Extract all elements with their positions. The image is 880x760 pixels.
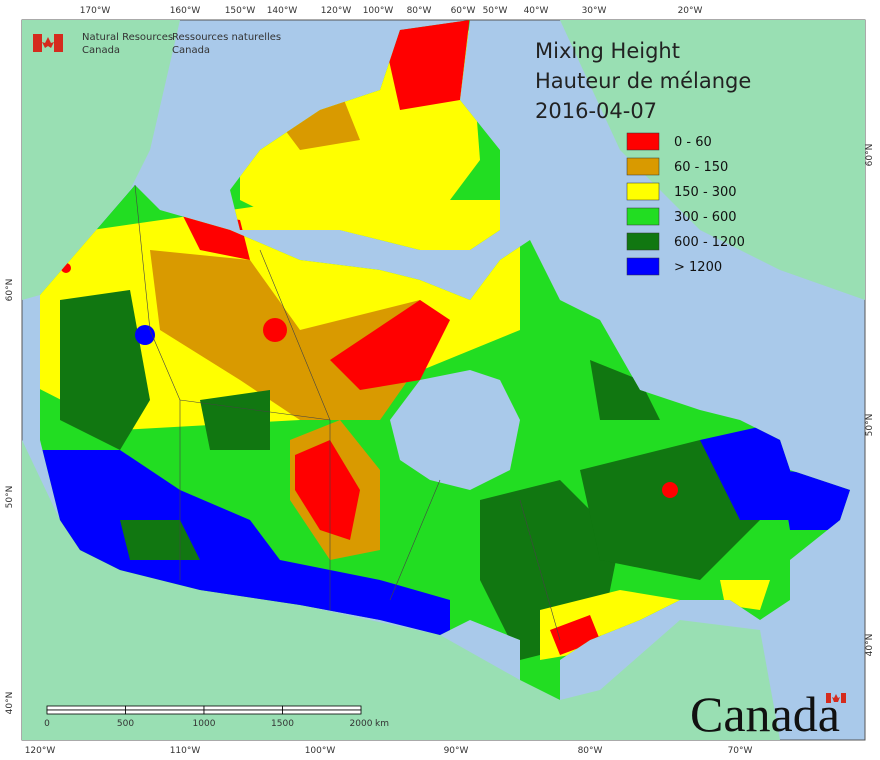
agency-en: Natural Resources bbox=[82, 32, 173, 43]
latitude-label: 60°N bbox=[5, 279, 15, 302]
legend-label: 0 - 60 bbox=[674, 135, 712, 150]
longitude-label: 120°W bbox=[321, 6, 352, 16]
latitude-label: 40°N bbox=[5, 692, 15, 715]
longitude-label: 80°W bbox=[407, 6, 432, 16]
scale-label: 500 bbox=[117, 719, 134, 729]
legend-swatch bbox=[626, 132, 660, 151]
latitude-label: 60°N bbox=[865, 144, 875, 167]
longitude-label: 120°W bbox=[25, 746, 56, 756]
legend-label: 150 - 300 bbox=[674, 185, 737, 200]
wordmark: Canada bbox=[690, 686, 840, 742]
hudson-bay bbox=[390, 370, 520, 490]
usa bbox=[22, 440, 780, 740]
longitude-label: 150°W bbox=[225, 6, 256, 16]
scale-segment bbox=[125, 709, 205, 715]
agency-fr: Ressources naturelles bbox=[172, 32, 281, 43]
longitude-label: 100°W bbox=[363, 6, 394, 16]
logo bbox=[33, 34, 63, 52]
title: Mixing Height bbox=[535, 39, 680, 63]
agency-fr: Canada bbox=[172, 45, 210, 56]
scale-segment bbox=[282, 709, 362, 715]
legend-swatch bbox=[626, 257, 660, 276]
longitude-label: 40°W bbox=[524, 6, 549, 16]
legend-label: 600 - 1200 bbox=[674, 235, 745, 250]
latitude-label: 50°N bbox=[5, 486, 15, 509]
legend-label: 60 - 150 bbox=[674, 160, 728, 175]
agency-en: Canada bbox=[82, 45, 120, 56]
alaska bbox=[22, 20, 180, 300]
scale-label: 1000 bbox=[193, 719, 216, 729]
longitude-label: 30°W bbox=[582, 6, 607, 16]
scale-segment bbox=[282, 705, 362, 711]
longitude-label: 60°W bbox=[451, 6, 476, 16]
scale-segment bbox=[203, 705, 283, 711]
scale-segment bbox=[125, 705, 205, 711]
title: 2016-04-07 bbox=[535, 99, 657, 123]
longitude-label: 70°W bbox=[728, 746, 753, 756]
scale-unit: km bbox=[375, 719, 389, 729]
scale-segment bbox=[46, 705, 126, 711]
longitude-label: 100°W bbox=[305, 746, 336, 756]
legend-label: 300 - 600 bbox=[674, 210, 737, 225]
legend-swatch bbox=[626, 182, 660, 201]
legend-swatch bbox=[626, 232, 660, 251]
longitude-label: 50°W bbox=[483, 6, 508, 16]
legend-label: > 1200 bbox=[674, 260, 722, 275]
latitude-label: 40°N bbox=[865, 634, 875, 657]
scale-segment bbox=[203, 709, 283, 715]
greenland bbox=[560, 20, 865, 300]
wordmark-flag bbox=[826, 693, 846, 703]
borders bbox=[134, 184, 561, 641]
scale-label: 2000 bbox=[350, 719, 373, 729]
longitude-label: 140°W bbox=[267, 6, 298, 16]
legend-swatch bbox=[626, 207, 660, 226]
longitude-label: 160°W bbox=[170, 6, 201, 16]
scale-label: 1500 bbox=[271, 719, 294, 729]
longitude-label: 110°W bbox=[170, 746, 201, 756]
scale-label: 0 bbox=[44, 719, 50, 729]
longitude-label: 90°W bbox=[444, 746, 469, 756]
longitude-label: 20°W bbox=[678, 6, 703, 16]
scale-segment bbox=[46, 709, 126, 715]
latitude-label: 50°N bbox=[865, 414, 875, 437]
longitude-label: 80°W bbox=[578, 746, 603, 756]
legend-swatch bbox=[626, 157, 660, 176]
title: Hauteur de mélange bbox=[535, 69, 751, 93]
longitude-label: 170°W bbox=[80, 6, 111, 16]
